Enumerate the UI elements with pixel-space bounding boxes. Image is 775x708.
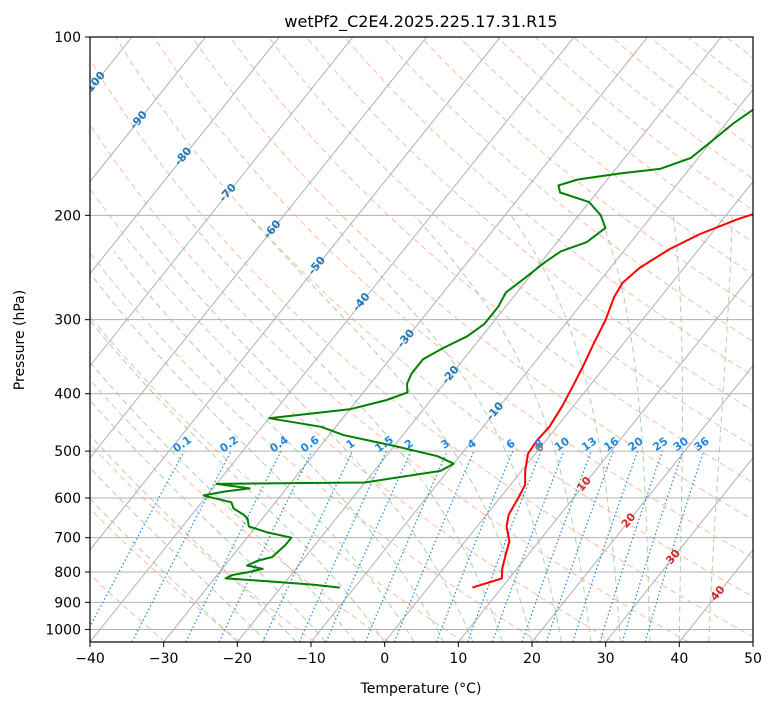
plot-area <box>90 37 753 642</box>
isotherm-gridline <box>236 37 722 642</box>
y-tick-label: 900 <box>54 595 81 611</box>
dry-adiabat <box>90 123 689 642</box>
y-tick-label: 600 <box>54 491 81 507</box>
dry-adiabat <box>229 37 753 484</box>
isotherm-gridline <box>90 37 280 275</box>
dry-adiabat <box>191 37 753 521</box>
moist-adiabat <box>113 250 445 642</box>
mixing-ratio-line <box>599 450 663 642</box>
x-axis: −40 −30 −20 −10 0 10 20 30 40 50 <box>75 642 762 667</box>
mixing-ratio-line <box>491 450 565 642</box>
x-tick-label: −30 <box>149 651 179 667</box>
moist-adiabat <box>599 215 651 642</box>
moist-adiabat <box>90 361 356 642</box>
isotherm-gridline <box>384 180 753 642</box>
moist-adiabat <box>672 215 683 642</box>
y-tick-label: 200 <box>54 208 81 224</box>
mixing-ratio-line <box>393 450 475 642</box>
dewpoint-profile <box>202 108 753 589</box>
moist-adiabat <box>324 214 562 642</box>
mixing-ratio-line <box>325 450 412 642</box>
y-tick-label: 500 <box>54 444 81 460</box>
moist-adiabat <box>510 215 621 642</box>
y-axis: 100 200 300 400 500 600 700 800 900 1000 <box>45 30 90 638</box>
moist-adiabat <box>136 221 474 642</box>
mixing-ratio-line <box>521 450 592 642</box>
y-axis-label: Pressure (hPa) <box>12 290 28 390</box>
y-tick-label: 700 <box>54 531 81 547</box>
temperature-profile <box>472 213 753 589</box>
x-tick-label: 0 <box>380 651 389 667</box>
mixing-ratio-line <box>435 450 514 642</box>
x-tick-label: −10 <box>296 651 326 667</box>
dry-adiabat <box>90 443 315 642</box>
plot-frame <box>89 36 754 643</box>
moist-adiabat <box>708 215 733 642</box>
x-tick-label: −40 <box>75 651 105 667</box>
dry-adiabat <box>267 37 753 447</box>
y-tick-label: 400 <box>54 387 81 403</box>
moist-adiabat <box>184 214 503 642</box>
x-tick-label: 40 <box>670 651 688 667</box>
y-tick-label: 300 <box>54 313 81 329</box>
dry-adiabat <box>90 252 540 642</box>
mixing-ratio-line <box>644 450 705 642</box>
x-tick-label: 30 <box>597 651 615 667</box>
isotherm-gridline <box>531 364 753 642</box>
chart-title: wetPf2_C2E4.2025.225.17.31.R15 <box>284 12 557 32</box>
mixing-ratio-line <box>466 450 542 642</box>
y-tick-label: 1000 <box>45 622 81 638</box>
isotherm-gridline <box>90 37 354 367</box>
x-tick-label: 50 <box>744 651 762 667</box>
x-tick-label: −20 <box>223 651 253 667</box>
dry-adiabat <box>344 37 753 377</box>
isotherm-gridline <box>90 37 207 183</box>
x-tick-label: 10 <box>449 651 467 667</box>
isotherm-gridline <box>163 37 649 642</box>
y-tick-label: 800 <box>54 565 81 581</box>
mixing-ratio-line <box>364 450 448 642</box>
dry-adiabat <box>90 573 166 642</box>
dry-adiabat <box>90 188 614 642</box>
mixing-ratio-line <box>545 450 614 642</box>
dry-adiabat <box>90 379 390 642</box>
dry-adiabat <box>90 315 465 642</box>
moist-adiabat <box>90 434 297 642</box>
isotherm-gridline <box>90 37 428 459</box>
moist-adiabat <box>90 319 386 642</box>
y-tick-label: 100 <box>54 30 81 46</box>
isotherm-gridline <box>90 37 501 551</box>
mixing-ratio-line <box>90 450 185 628</box>
moist-adiabat <box>90 498 238 642</box>
isotherm-gridline <box>90 37 575 642</box>
moist-adiabat <box>248 214 533 642</box>
moist-adiabat <box>93 277 415 642</box>
x-axis-label: Temperature (°C) <box>360 681 482 697</box>
moist-adiabat <box>90 467 268 642</box>
isotherm-gridline <box>457 272 753 642</box>
moist-adiabat <box>413 214 592 642</box>
isotherm-gridline <box>605 457 753 642</box>
dry-adiabat <box>306 37 753 412</box>
mixing-ratio-line <box>621 450 684 642</box>
moist-adiabat <box>90 399 327 642</box>
x-tick-label: 20 <box>523 651 541 667</box>
mixing-ratio-line <box>185 450 282 642</box>
mixing-ratio-line <box>572 450 639 642</box>
